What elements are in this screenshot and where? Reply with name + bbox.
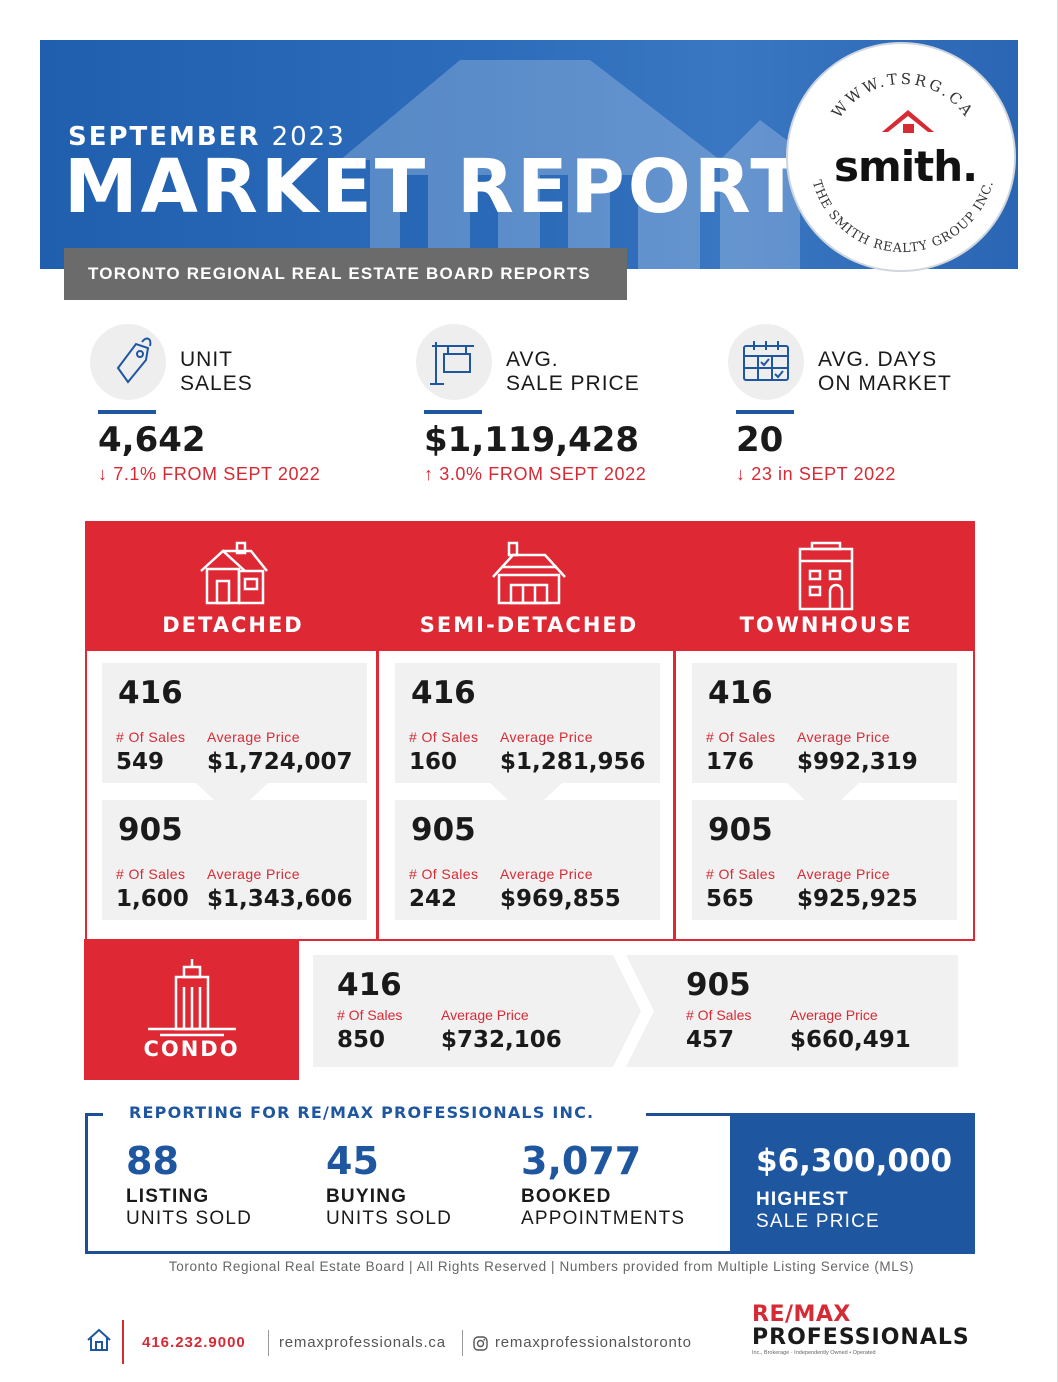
logo-arc-text: WWW.TSRG.CA THE SMITH REALTY GROUP INC. (810, 70, 995, 255)
svg-text:WWW.TSRG.CA: WWW.TSRG.CA (828, 70, 978, 122)
footer-separator (122, 1320, 124, 1364)
semi-detached-house-icon (492, 541, 566, 605)
report-title: MARKET REPORT (64, 144, 804, 230)
listing-units-sold: 88 LISTING UNITS SOLD (126, 1139, 253, 1229)
region-card-416: 416 # Of Sales Average Price 549 $1,724,… (102, 663, 367, 783)
condo-tower-icon (148, 959, 236, 1037)
average-price: $1,281,956 (500, 749, 646, 775)
column-divider (376, 651, 379, 941)
sales-count: 160 (409, 749, 458, 775)
remax-report-title: REPORTING FOR RE/MAX PROFESSIONALS INC. (129, 1103, 595, 1122)
condo-card-416-shape (313, 955, 641, 1067)
stat-value: 4,642 (98, 420, 206, 460)
sales-count: 242 (409, 886, 458, 912)
column-divider (673, 651, 676, 941)
condo-card-905-shape (626, 955, 958, 1067)
stat-change: ↓ 7.1% FROM SEPT 2022 (98, 464, 321, 484)
footer-website[interactable]: remaxprofessionals.ca (279, 1334, 446, 1351)
red-roof-icon (882, 110, 934, 133)
average-price: $1,724,007 (207, 749, 353, 775)
sales-count: 457 (686, 1027, 735, 1053)
stat-value: $1,119,428 (424, 420, 640, 460)
average-price: $992,319 (797, 749, 918, 775)
stat-change: ↓ 23 in SEPT 2022 (736, 464, 896, 484)
region-card-416: 416 # Of Sales Average Price 176 $992,31… (692, 663, 957, 783)
calendar-icon (728, 324, 804, 400)
highest-sale-price: $6,300,000 HIGHEST SALE PRICE (730, 1113, 975, 1254)
subtitle-bar: TORONTO REGIONAL REAL ESTATE BOARD REPOR… (64, 248, 627, 300)
region-card-905: 905 # Of Sales Average Price 242 $969,85… (395, 800, 660, 920)
region-card-905: 905 # Of Sales Average Price 565 $925,92… (692, 800, 957, 920)
average-price: $732,106 (441, 1027, 562, 1053)
stat-underline (736, 410, 794, 414)
footer-phone[interactable]: 416.232.9000 (142, 1334, 246, 1351)
average-price: $660,491 (790, 1027, 911, 1053)
condo-region-card-416: 416 # Of Sales Average Price 850 $732,10… (337, 967, 562, 1053)
stat-change: ↑ 3.0% FROM SEPT 2022 (424, 464, 647, 484)
type-townhouse: TOWNHOUSE (678, 521, 974, 651)
sales-count: 850 (337, 1027, 386, 1053)
remax-professionals-logo: RE/MAX PROFESSIONALS Inc., Brokerage · I… (752, 1302, 970, 1356)
sales-count: 565 (706, 886, 755, 912)
region-card-905: 905 # Of Sales Average Price 1,600 $1,34… (102, 800, 367, 920)
property-types-header: DETACHED SEMI-DETACHED (85, 521, 975, 651)
condo-region-card-905: 905 # Of Sales Average Price 457 $660,49… (686, 967, 911, 1053)
stat-underline (98, 410, 156, 414)
source-footnote: Toronto Regional Real Estate Board | All… (168, 1259, 915, 1274)
logo-word: smith. (834, 142, 978, 191)
types-grid-frame (85, 651, 975, 941)
average-price: $969,855 (500, 886, 621, 912)
stat-underline (424, 410, 482, 414)
buying-units-sold: 45 BUYING UNITS SOLD (326, 1139, 453, 1229)
sales-count: 1,600 (116, 886, 189, 912)
booked-appointments: 3,077 BOOKED APPOINTMENTS (521, 1139, 686, 1229)
smith-logo: WWW.TSRG.CA THE SMITH REALTY GROUP INC. … (786, 42, 1016, 272)
for-sale-sign-icon (416, 324, 492, 400)
type-semi-detached: SEMI-DETACHED (381, 521, 677, 651)
detached-house-icon (200, 541, 268, 605)
type-detached: DETACHED (85, 521, 381, 651)
report-month: SEPTEMBER 2023 (68, 122, 346, 152)
sales-count: 549 (116, 749, 165, 775)
price-tag-icon (90, 324, 166, 400)
home-icon (87, 1328, 111, 1351)
type-condo: CONDO (84, 939, 299, 1080)
townhouse-icon (798, 541, 854, 611)
average-price: $925,925 (797, 886, 918, 912)
footer-instagram[interactable]: remaxprofessionalstoronto (495, 1334, 692, 1351)
stat-value: 20 (736, 420, 784, 460)
average-price: $1,343,606 (207, 886, 353, 912)
sales-count: 176 (706, 749, 755, 775)
region-card-416: 416 # Of Sales Average Price 160 $1,281,… (395, 663, 660, 783)
instagram-icon (473, 1336, 488, 1351)
